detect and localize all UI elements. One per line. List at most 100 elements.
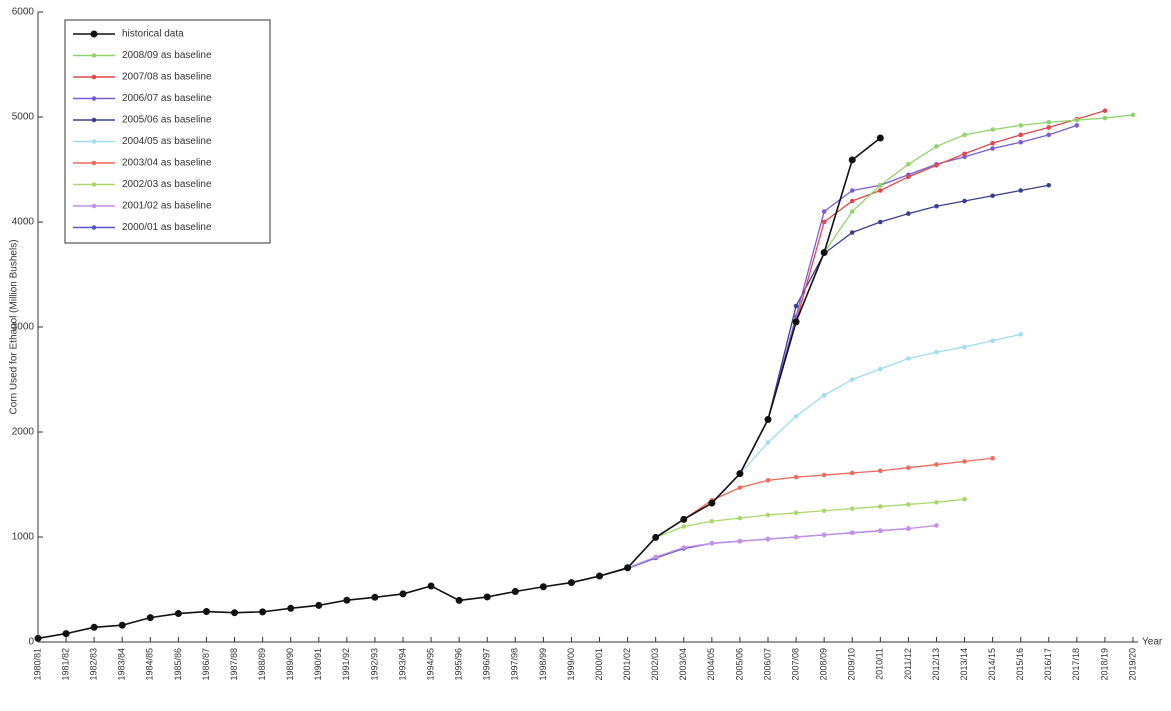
legend-label: 2002/03 as baseline: [122, 179, 212, 190]
point: [793, 510, 799, 516]
series-line: [599, 527, 909, 577]
point: [821, 508, 827, 514]
x-tick-label: 2002/03: [650, 648, 660, 681]
point: [848, 156, 856, 164]
point: [990, 455, 995, 461]
x-tick-label: 1985/86: [173, 648, 183, 681]
point: [878, 528, 883, 533]
point: [765, 536, 771, 542]
point: [118, 621, 126, 629]
x-tick-label: 1994/95: [425, 648, 435, 681]
point: [736, 470, 744, 478]
point: [1046, 182, 1052, 188]
point: [1046, 125, 1052, 130]
point: [792, 318, 800, 326]
point: [343, 596, 351, 604]
legend-label: 2005/06 as baseline: [122, 115, 212, 126]
point: [878, 504, 883, 509]
legend-marker: [91, 117, 97, 123]
x-tick-label: 1999/00: [566, 648, 576, 681]
x-tick-label: 1988/89: [257, 648, 267, 681]
x-tick-label: 2006/07: [762, 648, 772, 681]
point: [821, 392, 827, 398]
point: [1018, 132, 1023, 138]
legend-marker: [91, 74, 97, 80]
point: [934, 144, 939, 149]
series-line: [627, 524, 937, 569]
point: [878, 468, 883, 474]
x-axis-label: Year: [1142, 637, 1163, 648]
point: [1130, 112, 1136, 118]
x-tick-label: 2001/02: [622, 648, 632, 681]
point: [793, 474, 799, 480]
point: [962, 132, 967, 138]
point: [315, 601, 323, 609]
legend-label: 2007/08 as baseline: [122, 72, 212, 83]
point: [990, 146, 995, 151]
point: [455, 596, 463, 604]
point: [849, 188, 855, 193]
x-tick-label: 1986/87: [201, 648, 211, 681]
point: [62, 630, 70, 638]
point: [849, 230, 855, 235]
x-tick-label: 1980/81: [32, 648, 42, 681]
y-tick-label: 2000: [12, 427, 35, 438]
series-line: [823, 114, 1134, 253]
point: [878, 219, 883, 225]
point: [737, 485, 743, 490]
x-tick-label: 2009/10: [847, 648, 857, 681]
x-tick-label: 1983/84: [117, 648, 127, 681]
point: [539, 583, 547, 591]
point: [990, 338, 995, 343]
point: [821, 209, 827, 214]
legend-marker: [91, 182, 97, 187]
x-tick-label: 2005/06: [734, 648, 744, 681]
point: [371, 593, 379, 601]
x-tick-label: 1992/93: [369, 648, 379, 681]
point: [793, 413, 799, 419]
point: [849, 198, 855, 204]
point: [876, 134, 884, 142]
x-tick-label: 2015/16: [1015, 648, 1025, 681]
legend-marker: [91, 225, 97, 230]
point: [764, 416, 772, 424]
point: [906, 356, 911, 361]
legend-marker: [91, 96, 97, 101]
point: [906, 526, 911, 531]
y-tick-label: 1000: [12, 532, 35, 543]
point: [1018, 332, 1023, 337]
point: [906, 502, 911, 507]
point: [259, 608, 267, 616]
legend-label: 2003/04 as baseline: [122, 158, 212, 169]
point: [202, 608, 210, 616]
legend-label: 2001/02 as baseline: [122, 201, 212, 212]
point: [934, 163, 939, 168]
point: [934, 462, 939, 467]
point: [878, 188, 883, 193]
legend-marker: [91, 160, 97, 166]
point: [1074, 117, 1080, 123]
point: [849, 470, 855, 476]
point: [906, 211, 911, 216]
point: [962, 496, 967, 502]
point: [1102, 115, 1108, 121]
legend-marker: [91, 139, 97, 144]
series-line: [739, 184, 1049, 474]
point: [962, 151, 967, 157]
x-tick-label: 2017/18: [1071, 648, 1081, 681]
x-tick-label: 1984/85: [145, 648, 155, 681]
point: [820, 249, 828, 257]
legend-label: 2006/07 as baseline: [122, 93, 212, 104]
point: [1102, 108, 1108, 113]
x-tick-label: 1990/91: [313, 648, 323, 681]
point: [567, 579, 575, 587]
point: [399, 590, 407, 598]
legend-label: historical data: [122, 29, 184, 40]
point: [34, 634, 42, 642]
point: [709, 518, 715, 524]
point: [906, 465, 911, 471]
x-tick-label: 2003/04: [678, 648, 688, 681]
point: [849, 530, 855, 536]
point: [653, 554, 658, 560]
point: [146, 614, 154, 622]
